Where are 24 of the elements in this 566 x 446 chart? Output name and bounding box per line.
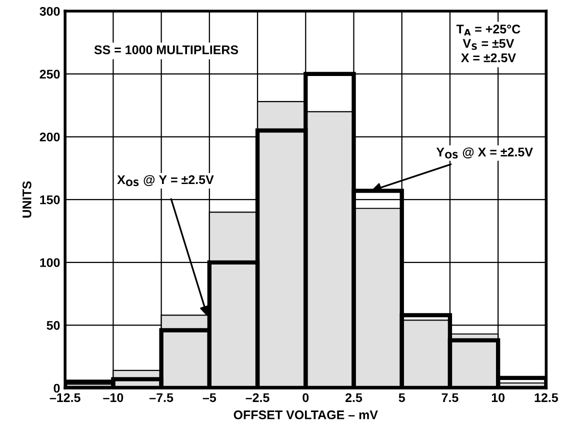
y-axis-title: UNITS (22, 181, 32, 218)
y-tick-label: 50 (46, 321, 60, 330)
x-tick-label: –2.5 (246, 393, 270, 402)
x-tick-label: 5 (398, 393, 405, 402)
x-tick-label: 7.5 (442, 393, 458, 402)
text: Y$_{OS}$ @ X = ±2.5V (436, 147, 533, 159)
text: X$_{OS}$ @ Y = ±2.5V (117, 175, 214, 186)
x-tick-label: 0 (302, 393, 309, 402)
x-tick-label: –7.5 (150, 393, 174, 402)
y-tick-label: 0 (54, 384, 60, 393)
y-tick-label: 250 (40, 70, 60, 79)
x-axis-title: OFFSET VOLTAGE – mV (234, 410, 378, 420)
y-tick-label: 200 (40, 132, 60, 142)
annotation: T$_{A}$ = +25°C V$_{S}$ = ±5V X = ±2.5V (456, 24, 520, 62)
y-tick-label: 150 (40, 195, 60, 204)
x-tick-label: 12.5 (534, 393, 558, 402)
x-tick-label: –10 (103, 393, 124, 402)
y-tick-label: 300 (40, 6, 60, 16)
x-tick-label: –5 (202, 393, 216, 402)
annotation: SS = 1000 MULTIPLIERS (94, 45, 238, 54)
x-tick-label: 10 (492, 393, 505, 402)
y-tick-label: 100 (40, 258, 60, 268)
x-tick-label: –12.5 (50, 393, 80, 402)
x-tick-label: 2.5 (345, 393, 362, 402)
